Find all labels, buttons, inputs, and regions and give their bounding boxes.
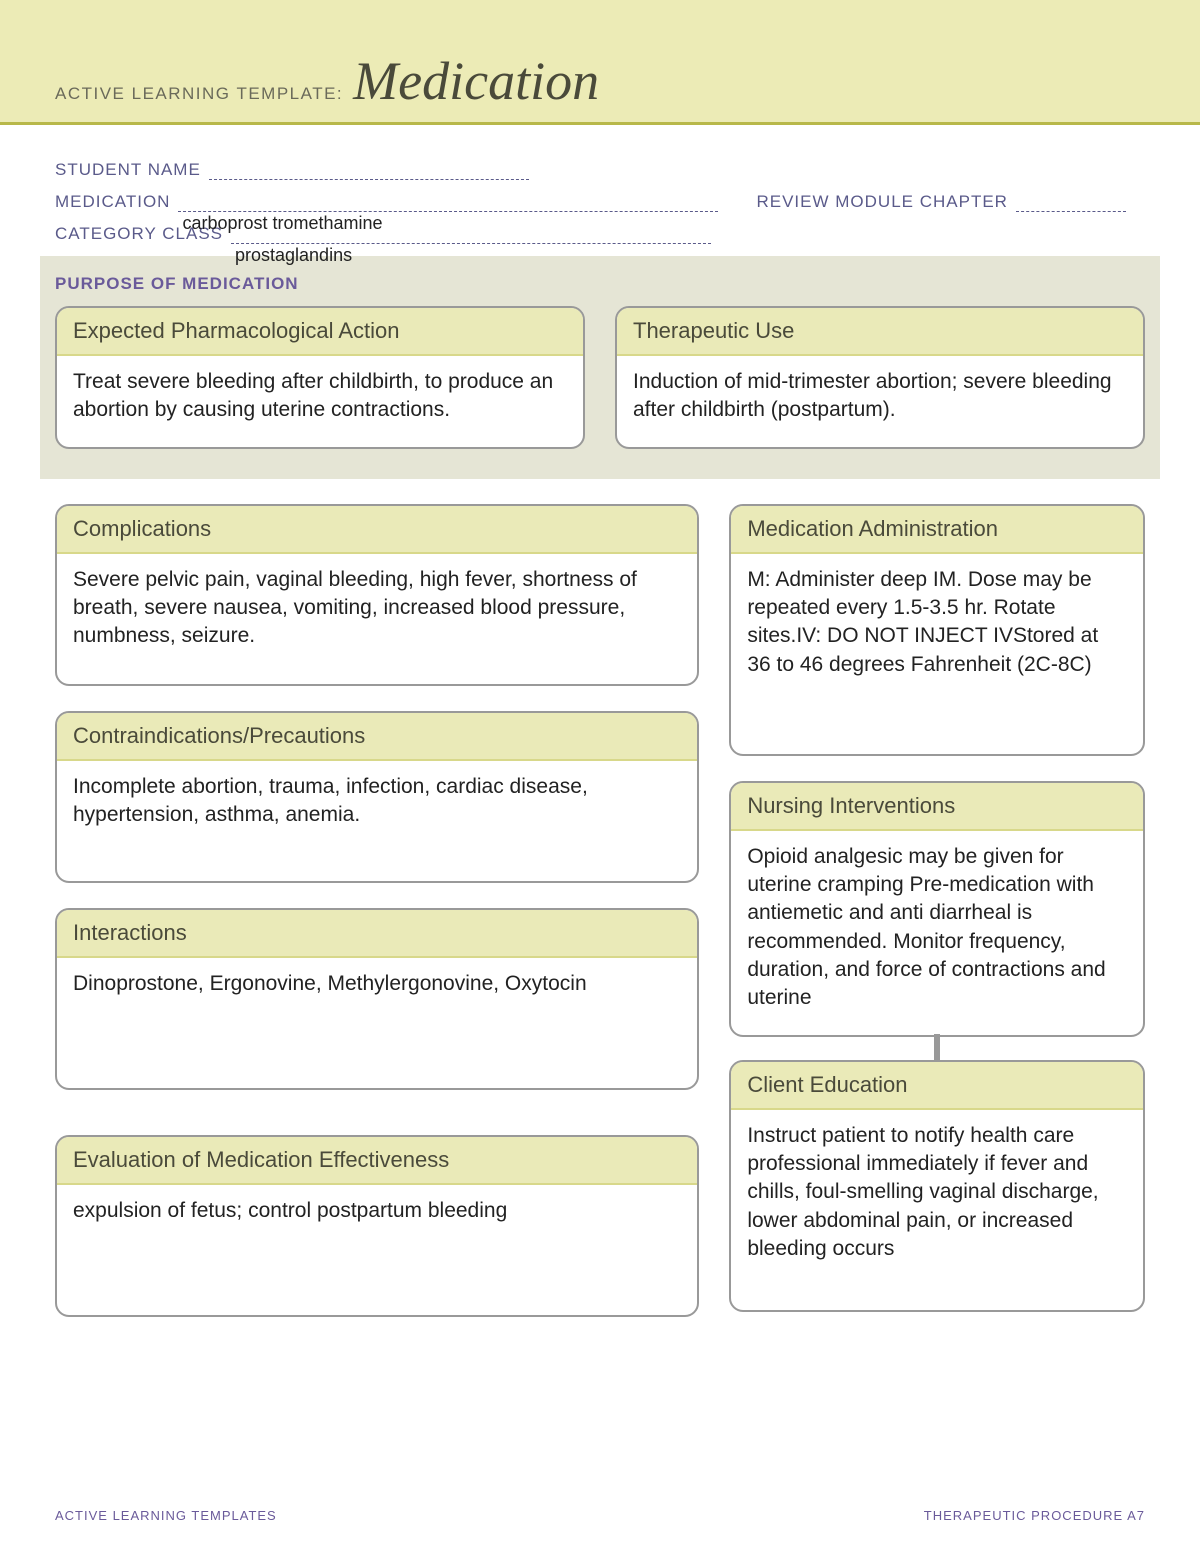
nursing-title: Nursing Interventions (731, 783, 1143, 831)
footer-right: THERAPEUTIC PROCEDURE A7 (924, 1508, 1145, 1523)
therapeutic-box: Therapeutic Use Induction of mid-trimest… (615, 306, 1145, 449)
banner-title: Medication (353, 50, 599, 112)
nursing-body: Opioid analgesic may be given for uterin… (731, 831, 1143, 1035)
admin-box: Medication Administration M: Administer … (729, 504, 1145, 756)
admin-title: Medication Administration (731, 506, 1143, 554)
nursing-box: Nursing Interventions Opioid analgesic m… (729, 781, 1145, 1037)
eval-title: Evaluation of Medication Effectiveness (57, 1137, 697, 1185)
therapeutic-title: Therapeutic Use (617, 308, 1143, 356)
admin-body: M: Administer deep IM. Dose may be repea… (731, 554, 1143, 754)
interactions-body: Dinoprostone, Ergonovine, Methylergonovi… (57, 958, 697, 1088)
contra-box: Contraindications/Precautions Incomplete… (55, 711, 699, 883)
complications-body: Severe pelvic pain, vaginal bleeding, hi… (57, 554, 697, 684)
medication-label: MEDICATION (55, 192, 170, 212)
review-label: REVIEW MODULE CHAPTER (756, 192, 1007, 212)
connector-line (934, 1034, 940, 1060)
client-box: Client Education Instruct patient to not… (729, 1060, 1145, 1312)
eval-box: Evaluation of Medication Effectiveness e… (55, 1135, 699, 1317)
page: ACTIVE LEARNING TEMPLATE: Medication STU… (0, 0, 1200, 1553)
student-label: STUDENT NAME (55, 160, 201, 180)
main-columns: Complications Severe pelvic pain, vagina… (55, 504, 1145, 1342)
complications-title: Complications (57, 506, 697, 554)
meta-block: STUDENT NAME MEDICATION carboprost trome… (55, 160, 1145, 244)
footer-left: ACTIVE LEARNING TEMPLATES (55, 1508, 277, 1523)
right-column: Medication Administration M: Administer … (729, 504, 1145, 1342)
expected-body: Treat severe bleeding after childbirth, … (57, 356, 583, 447)
purpose-section: PURPOSE OF MEDICATION Expected Pharmacol… (40, 256, 1160, 479)
therapeutic-body: Induction of mid-trimester abortion; sev… (617, 356, 1143, 447)
interactions-box: Interactions Dinoprostone, Ergonovine, M… (55, 908, 699, 1090)
banner-prefix: ACTIVE LEARNING TEMPLATE: (55, 84, 343, 104)
purpose-header: PURPOSE OF MEDICATION (55, 274, 1145, 294)
expected-box: Expected Pharmacological Action Treat se… (55, 306, 585, 449)
student-row: STUDENT NAME (55, 160, 1145, 180)
review-line[interactable] (1016, 211, 1126, 212)
left-column: Complications Severe pelvic pain, vagina… (55, 504, 699, 1342)
eval-body: expulsion of fetus; control postpartum b… (57, 1185, 697, 1315)
footer: ACTIVE LEARNING TEMPLATES THERAPEUTIC PR… (55, 1508, 1145, 1523)
medication-line[interactable]: carboprost tromethamine (178, 211, 718, 212)
complications-box: Complications Severe pelvic pain, vagina… (55, 504, 699, 686)
interactions-title: Interactions (57, 910, 697, 958)
client-title: Client Education (731, 1062, 1143, 1110)
purpose-row: Expected Pharmacological Action Treat se… (55, 306, 1145, 461)
expected-title: Expected Pharmacological Action (57, 308, 583, 356)
category-line[interactable]: prostaglandins (231, 243, 711, 244)
medication-row: MEDICATION carboprost tromethamine REVIE… (55, 192, 1145, 212)
banner-text: ACTIVE LEARNING TEMPLATE: Medication (55, 50, 599, 112)
contra-body: Incomplete abortion, trauma, infection, … (57, 761, 697, 881)
student-line[interactable] (209, 179, 529, 180)
contra-title: Contraindications/Precautions (57, 713, 697, 761)
client-body: Instruct patient to notify health care p… (731, 1110, 1143, 1310)
